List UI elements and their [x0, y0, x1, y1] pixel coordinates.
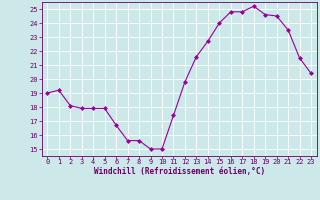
X-axis label: Windchill (Refroidissement éolien,°C): Windchill (Refroidissement éolien,°C) — [94, 167, 265, 176]
